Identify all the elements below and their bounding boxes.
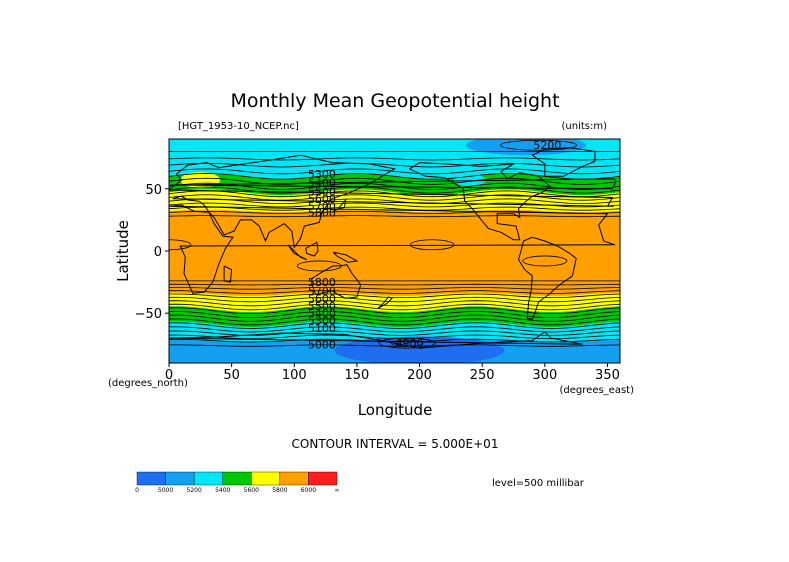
contour-interval: CONTOUR INTERVAL = 5.000E+01 <box>292 437 499 451</box>
colorbar-tick-label: 5800 <box>272 487 287 494</box>
x-unit-note: (degrees_east) <box>560 385 635 396</box>
contour-label: 5700 <box>308 200 336 213</box>
coastline-segment <box>287 244 308 261</box>
contour-line <box>169 310 620 319</box>
contour-line <box>169 283 620 286</box>
contour-label: 5300 <box>308 168 336 181</box>
colorbar-swatch <box>279 471 309 486</box>
contour-line <box>169 300 620 307</box>
colorbar-tick-label: 5600 <box>244 487 259 494</box>
coastline-segment <box>169 204 616 294</box>
contour-line <box>169 182 620 190</box>
polar-low-south <box>334 336 505 363</box>
contour-line <box>169 303 620 311</box>
colorbar-swatch <box>251 471 281 486</box>
coastline-segment <box>305 241 319 257</box>
contour-line <box>169 318 620 326</box>
level-label: level=500 millibar <box>492 478 585 489</box>
contour-label: 5300 <box>308 315 336 328</box>
colorbar-swatch <box>136 471 166 486</box>
contour-line <box>169 157 620 161</box>
units-label: (units:m) <box>562 121 608 132</box>
y-tick-label: 0 <box>154 245 162 260</box>
contour-line <box>169 206 620 211</box>
contour-line <box>169 290 620 294</box>
contour-line <box>169 215 620 218</box>
coastline-segment <box>169 154 614 249</box>
coastline-segment <box>332 251 359 263</box>
closed-contour <box>169 239 192 251</box>
colorbar-tick-label: ∞ <box>335 487 340 494</box>
coastline <box>169 147 617 349</box>
x-axis-ticks: 0 50 100 150 200 250 300 350 <box>165 363 620 383</box>
y-axis-ticks: −50 0 50 <box>135 183 169 322</box>
colorbar-swatch <box>222 471 252 486</box>
x-tick-label: 50 <box>223 368 240 383</box>
colorbar-tick-label: 0 <box>135 487 139 494</box>
x-tick-label: 350 <box>595 368 620 383</box>
contour-label: 5700 <box>308 285 336 298</box>
contour-label: 4900 <box>396 337 424 350</box>
coastline-segment <box>517 236 577 320</box>
colorbar-tick-label: 5000 <box>158 487 173 494</box>
colorbar <box>136 471 338 486</box>
x-tick-label: 150 <box>345 368 370 383</box>
contour-label: 5600 <box>308 193 336 206</box>
polar-low-north <box>466 139 587 156</box>
contour-line <box>169 314 620 322</box>
contour-label: 5800 <box>308 276 336 289</box>
contour-line <box>169 307 620 315</box>
contour-line <box>169 194 620 201</box>
coastline-segment <box>331 198 347 213</box>
coastline-segment <box>169 331 583 349</box>
filled-contour-bands <box>169 139 620 363</box>
colorbar-tick-label: 5200 <box>187 487 202 494</box>
contour-line <box>169 322 620 329</box>
contour-line <box>169 344 620 347</box>
coastline-segment <box>377 296 393 309</box>
contour-line <box>169 296 620 303</box>
x-tick-label: 0 <box>165 368 173 383</box>
closed-contour <box>500 139 577 151</box>
x-tick-label: 100 <box>282 368 307 383</box>
colorbar-tick-labels: 0 5000 5200 5400 5600 5800 6000 ∞ <box>135 487 339 494</box>
y-tick-label: −50 <box>135 307 162 322</box>
contour-label: 5100 <box>308 322 336 335</box>
y-unit-note: (degrees_north) <box>108 378 188 389</box>
contour-label: 5400 <box>308 177 336 190</box>
contour-map: 5200530054005500560057005800580057005600… <box>169 139 620 363</box>
colorbar-swatch <box>308 471 338 486</box>
x-tick-label: 250 <box>470 368 495 383</box>
contour-line <box>169 287 620 290</box>
contour-label: 5500 <box>308 300 336 313</box>
coastline-segment <box>170 178 617 190</box>
coastline-segment <box>531 147 596 177</box>
colorbar-swatch <box>165 471 195 486</box>
colorbar-tick-label: 6000 <box>301 487 316 494</box>
x-tick-label: 300 <box>532 368 557 383</box>
y-tick-label: 50 <box>145 183 162 198</box>
contour-label: 5400 <box>308 307 336 320</box>
closed-contour <box>378 337 436 349</box>
dataset-label: [HGT_1953-10_NCEP.nc] <box>178 121 299 132</box>
y-axis-label: Latitude <box>114 220 132 282</box>
colorbar-swatch <box>193 471 223 486</box>
coastline-segment <box>311 264 362 299</box>
x-tick-label: 200 <box>407 368 432 383</box>
height-band <box>169 250 620 277</box>
coastline-segment <box>409 162 551 241</box>
coastline-segment <box>223 265 233 283</box>
contour-label: 5200 <box>533 139 561 152</box>
contour-label: 5500 <box>308 185 336 198</box>
contour-line <box>169 198 620 205</box>
contour-label: 5000 <box>308 338 336 351</box>
contour-label: 5600 <box>308 292 336 305</box>
x-axis-label: Longitude <box>358 401 433 419</box>
chart-title: Monthly Mean Geopotential height <box>230 90 559 112</box>
colorbar-tick-label: 5400 <box>215 487 230 494</box>
contour-label: 5800 <box>308 206 336 219</box>
closed-contour <box>522 255 568 267</box>
contour-labels: 5200530054005500560057005800580057005600… <box>308 139 561 351</box>
